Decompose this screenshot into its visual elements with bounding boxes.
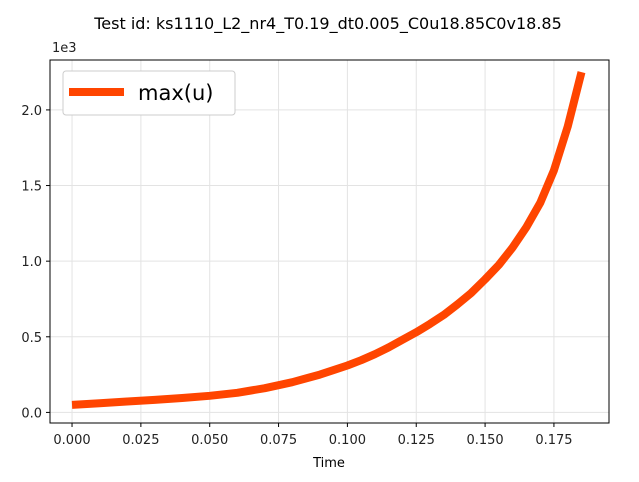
x-tick-label: 0.075	[260, 433, 297, 448]
x-axis-label: Time	[312, 456, 345, 471]
legend-label-max-u: max(u)	[138, 81, 213, 105]
legend-box	[62, 70, 236, 116]
series-line-max-u	[71, 71, 586, 409]
legend: max(u)	[62, 70, 236, 116]
chart-title: Test id: ks1110_L2_nr4_T0.19_dt0.005_C0u…	[93, 14, 562, 34]
x-axis: 0.000 0.025 0.050 0.075 0.100 0.125 0.150 0.175	[53, 423, 573, 448]
x-tick-label: 0.175	[535, 433, 572, 448]
x-tick-label: 0.125	[398, 433, 435, 448]
series-layer	[71, 71, 586, 409]
x-tick-label: 0.150	[466, 433, 503, 448]
x-tick-label: 0.000	[53, 433, 90, 448]
grid	[50, 60, 609, 423]
y-tick-label: 0.5	[21, 331, 42, 346]
plot-frame	[49, 59, 610, 424]
y-tick-label: 1.5	[21, 180, 42, 195]
y-tick-label: 0.0	[21, 406, 42, 421]
y-offset-label: 1e3	[52, 41, 77, 56]
x-tick-label: 0.025	[122, 433, 159, 448]
y-tick-label: 2.0	[21, 104, 42, 119]
x-tick-label: 0.050	[191, 433, 228, 448]
x-tick-label: 0.100	[329, 433, 366, 448]
y-tick-label: 1.0	[21, 255, 42, 270]
y-axis: 0.0 0.5 1.0 1.5 2.0	[21, 104, 50, 421]
